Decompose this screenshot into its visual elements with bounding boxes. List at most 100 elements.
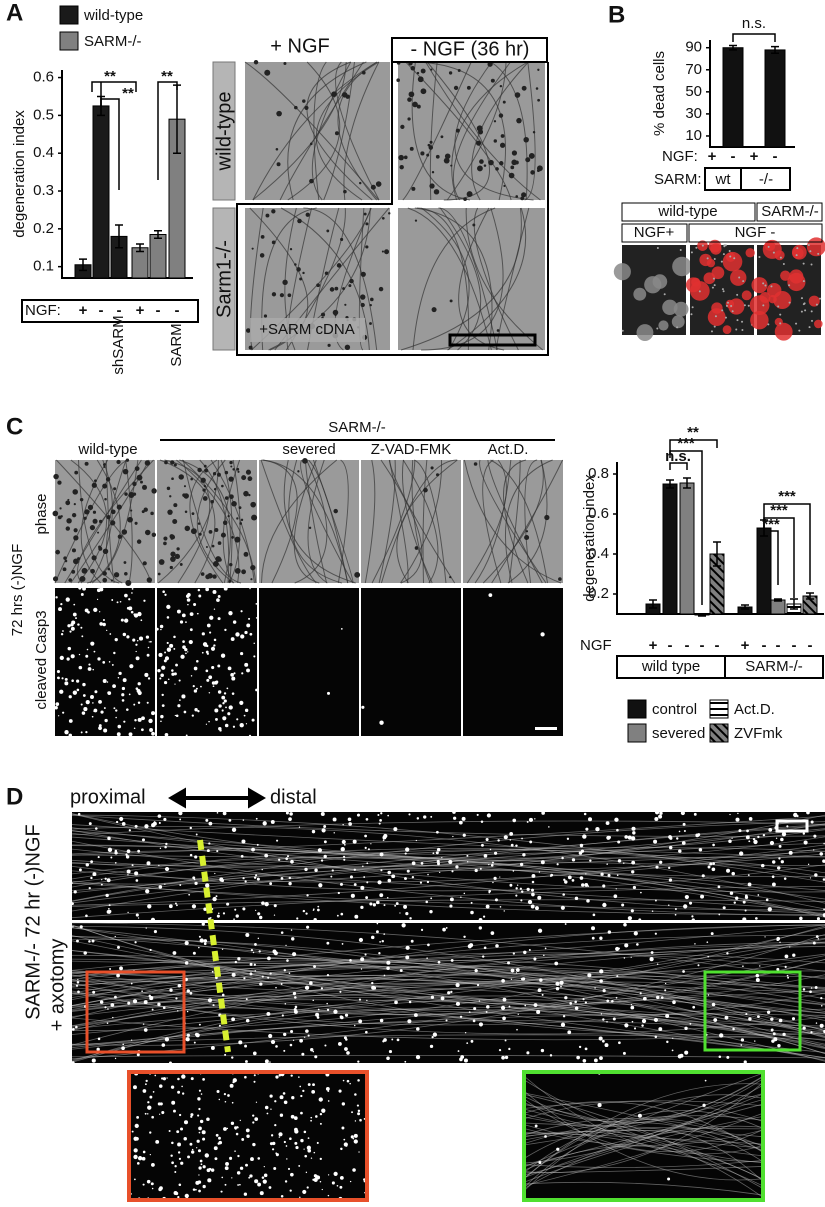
axon [71, 939, 825, 1048]
speck [739, 851, 744, 856]
neurite [414, 459, 447, 584]
neurite [451, 61, 528, 201]
speck [366, 862, 369, 865]
speck [113, 707, 116, 710]
speck [162, 1077, 167, 1081]
debris [121, 529, 128, 535]
debris [408, 91, 415, 98]
speck [224, 1166, 229, 1171]
speck [515, 972, 518, 974]
speck [728, 839, 732, 844]
speck [640, 891, 642, 894]
dead-cell [813, 319, 823, 329]
speck [491, 861, 494, 864]
debris [214, 527, 219, 533]
speck [158, 885, 163, 889]
axon [71, 847, 825, 883]
speck [249, 962, 253, 966]
x-axis-label: NGF: [662, 148, 698, 165]
dead-cell [745, 248, 755, 258]
speck [478, 1022, 484, 1027]
speck [306, 1145, 311, 1150]
speck [121, 821, 126, 826]
speck [707, 994, 710, 996]
speck [681, 841, 686, 845]
speck [264, 1059, 269, 1064]
debris [457, 68, 461, 72]
speck [326, 691, 331, 695]
speck [196, 1147, 198, 1149]
speck [149, 640, 152, 643]
speck [164, 867, 170, 872]
speck [164, 845, 167, 849]
debris [435, 473, 440, 477]
speck [802, 280, 805, 283]
axon [71, 849, 825, 916]
speck [212, 896, 217, 902]
speck [252, 1121, 255, 1124]
speck [181, 1074, 186, 1079]
debris [360, 294, 366, 300]
speck [166, 604, 171, 610]
speck [272, 1141, 276, 1146]
speck [633, 931, 638, 936]
speck [226, 1127, 229, 1130]
speck [219, 729, 222, 732]
axon [71, 840, 825, 916]
axon [524, 1116, 763, 1183]
speck [814, 873, 818, 877]
speck [225, 706, 227, 709]
debris [243, 551, 249, 557]
debris [417, 76, 424, 83]
speck [539, 978, 543, 982]
y-tick-label: 0.2 [33, 220, 54, 237]
speck [294, 1005, 298, 1009]
speck [90, 695, 94, 699]
speck [474, 868, 478, 873]
speck [126, 869, 131, 874]
speck [72, 690, 78, 695]
speck [116, 732, 121, 737]
speck [201, 651, 204, 654]
speck [255, 617, 258, 619]
speck [122, 1043, 125, 1046]
speck [275, 1045, 278, 1048]
speck [145, 927, 147, 929]
speck [415, 1054, 421, 1060]
speck [244, 708, 249, 713]
speck [104, 877, 107, 880]
speck [289, 1137, 292, 1141]
speck [149, 996, 154, 1001]
speck [119, 600, 122, 603]
speck [269, 1142, 273, 1146]
speck [349, 959, 352, 962]
speck [134, 1123, 139, 1129]
speck [327, 1100, 330, 1102]
speck [293, 1116, 298, 1120]
debris [71, 569, 76, 574]
speck [108, 904, 111, 907]
debris [221, 484, 224, 488]
speck [658, 1027, 663, 1031]
debris [179, 563, 183, 566]
speck [534, 818, 536, 820]
speck [198, 946, 200, 949]
speck [614, 817, 619, 822]
speck [234, 1127, 237, 1130]
speck [364, 953, 367, 956]
speck [304, 867, 308, 872]
speck [738, 829, 742, 833]
speck [218, 1024, 221, 1027]
speck [208, 675, 213, 680]
speck [216, 849, 219, 853]
speck [262, 1179, 267, 1184]
debris [113, 487, 117, 491]
speck [375, 930, 379, 934]
neurite [125, 459, 133, 584]
speck [493, 851, 498, 855]
debris [530, 170, 535, 175]
speck [252, 1051, 257, 1056]
speck [463, 892, 466, 895]
speck [820, 997, 823, 1000]
axon [524, 1083, 763, 1178]
